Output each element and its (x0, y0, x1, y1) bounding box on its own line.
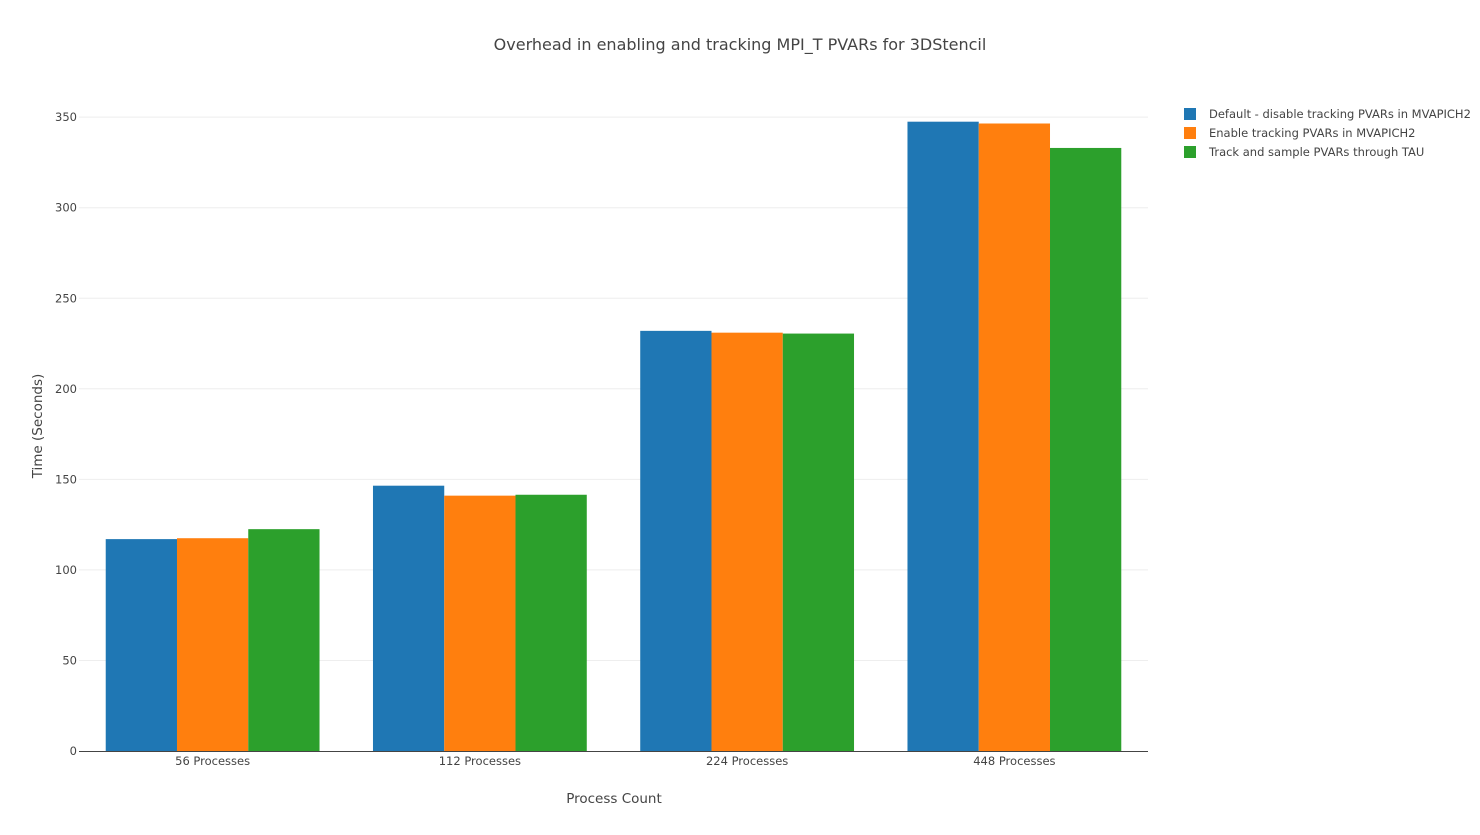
y-tick-label: 350 (55, 110, 77, 124)
bar (782, 333, 855, 751)
x-axis-ticks: 56 Processes 112 Processes 224 Processes 44… (175, 754, 1055, 768)
bar (248, 529, 320, 751)
y-axis-title: Time (Seconds) (30, 374, 46, 480)
legend-item[interactable]: Default - disable tracking PVARs in MVAP… (1184, 107, 1471, 121)
y-tick-label: 0 (70, 744, 77, 758)
x-tick-label: 112 Processes (439, 754, 521, 768)
chart-title: Overhead in enabling and tracking MPI_T … (494, 35, 987, 55)
legend-swatch (1184, 108, 1196, 120)
legend-label: Default - disable tracking PVARs in MVAP… (1209, 107, 1471, 121)
legend-label: Enable tracking PVARs in MVAPICH2 (1209, 126, 1415, 140)
bar (105, 539, 177, 751)
bar (640, 330, 712, 751)
legend-swatch (1184, 146, 1196, 158)
bar (444, 495, 516, 751)
x-axis-title: Process Count (566, 791, 662, 807)
legend-item[interactable]: Enable tracking PVARs in MVAPICH2 (1184, 126, 1415, 140)
bar (372, 485, 445, 751)
y-tick-label: 300 (55, 201, 77, 215)
bar (515, 494, 587, 751)
bars (105, 121, 1122, 752)
y-axis-ticks: 0 50 100 150 200 250 300 350 (55, 110, 77, 758)
y-tick-label: 100 (55, 563, 77, 577)
legend-label: Track and sample PVARs through TAU (1208, 145, 1424, 159)
y-tick-label: 250 (55, 291, 77, 305)
bar (907, 121, 979, 752)
bar (176, 538, 249, 751)
legend-swatch (1184, 127, 1196, 139)
y-tick-label: 150 (55, 472, 77, 486)
y-tick-label: 200 (55, 382, 77, 396)
bar (1050, 147, 1122, 751)
y-tick-label: 50 (62, 653, 77, 667)
legend: Default - disable tracking PVARs in MVAP… (1184, 107, 1471, 159)
x-tick-label: 224 Processes (706, 754, 788, 768)
x-tick-label: 448 Processes (973, 754, 1055, 768)
bar (978, 123, 1051, 751)
legend-item[interactable]: Track and sample PVARs through TAU (1184, 145, 1424, 159)
x-tick-label: 56 Processes (175, 754, 250, 768)
bar (711, 332, 783, 751)
